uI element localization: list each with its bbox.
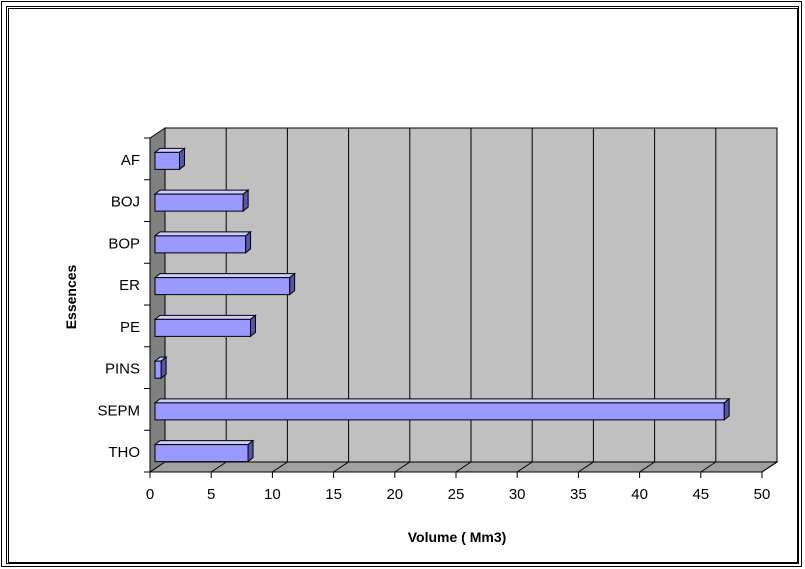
floor-gridline	[516, 461, 533, 473]
x-tick-labels: 0 5 10 15 20 25 30 35 40 45 50	[146, 486, 771, 503]
y-ticks	[144, 137, 150, 473]
bar-pins	[153, 356, 168, 380]
bar-face	[154, 444, 249, 463]
x-tick-label: 50	[754, 486, 771, 503]
bar-face	[154, 277, 291, 296]
bar-face	[154, 360, 162, 379]
bar-top	[153, 231, 253, 237]
bar-side	[723, 397, 730, 421]
bar-side	[178, 147, 185, 171]
floor-gridline	[272, 461, 288, 473]
bar-side	[289, 272, 296, 296]
x-axis-title: Volume ( Mm3)	[408, 529, 507, 545]
bar-boj	[153, 189, 250, 213]
bar-top	[153, 314, 257, 320]
x-tick-label: 10	[264, 486, 281, 503]
y-tick-label: BOP	[108, 235, 140, 252]
floor-gridline	[700, 461, 717, 473]
chart-side-wall	[149, 127, 166, 473]
x-ticks	[149, 472, 763, 478]
floor-gridline	[761, 461, 778, 473]
bar-side	[245, 230, 252, 254]
bar-face	[154, 235, 247, 254]
floor-gridline	[578, 461, 594, 473]
x-tick-label: 35	[570, 486, 587, 503]
floor-gridline	[639, 461, 655, 473]
y-tick-label: AF	[121, 152, 140, 169]
bar-face	[154, 318, 251, 337]
bar-face	[154, 193, 244, 212]
y-tick-label: THO	[108, 444, 140, 461]
x-tick-label: 20	[386, 486, 403, 503]
y-axis-title: Essences	[63, 264, 79, 329]
bar-face	[154, 151, 180, 170]
y-tick-label: PE	[120, 319, 140, 336]
bars	[153, 147, 731, 463]
y-tick-label: ER	[119, 277, 140, 294]
floor-gridline	[394, 461, 411, 473]
x-tick-label: 15	[325, 486, 342, 503]
bar-side	[160, 356, 167, 380]
bar-pe	[153, 314, 257, 338]
x-tick-label: 25	[448, 486, 465, 503]
bar-sepm	[153, 397, 731, 421]
x-tick-label: 45	[692, 486, 709, 503]
floor-gridline	[333, 461, 349, 473]
x-tick-label: 40	[631, 486, 648, 503]
bar-af	[153, 147, 186, 171]
floor-gridline	[455, 461, 472, 473]
y-tick-label: BOJ	[111, 194, 140, 211]
bar-bop	[153, 230, 253, 254]
bar-side	[242, 189, 249, 213]
y-tick-label: PINS	[105, 361, 140, 378]
bar-er	[153, 272, 297, 296]
y-tick-label: SEPM	[97, 402, 140, 419]
x-tick-label: 30	[509, 486, 526, 503]
bar-side	[247, 439, 254, 463]
bar-top	[153, 189, 250, 195]
bar-top	[153, 440, 255, 446]
floor-gridline	[210, 461, 227, 473]
x-tick-label: 5	[207, 486, 215, 503]
x-tick-label: 0	[146, 486, 154, 503]
y-tick-labels: AF BOJ BOP ER PE PINS SEPM THO	[97, 152, 140, 461]
bar-top	[153, 398, 731, 404]
bar-tho	[153, 439, 255, 463]
bar-side	[249, 314, 256, 338]
inner-frame	[6, 6, 799, 564]
bar-face	[154, 402, 725, 421]
bar-top	[153, 273, 297, 279]
